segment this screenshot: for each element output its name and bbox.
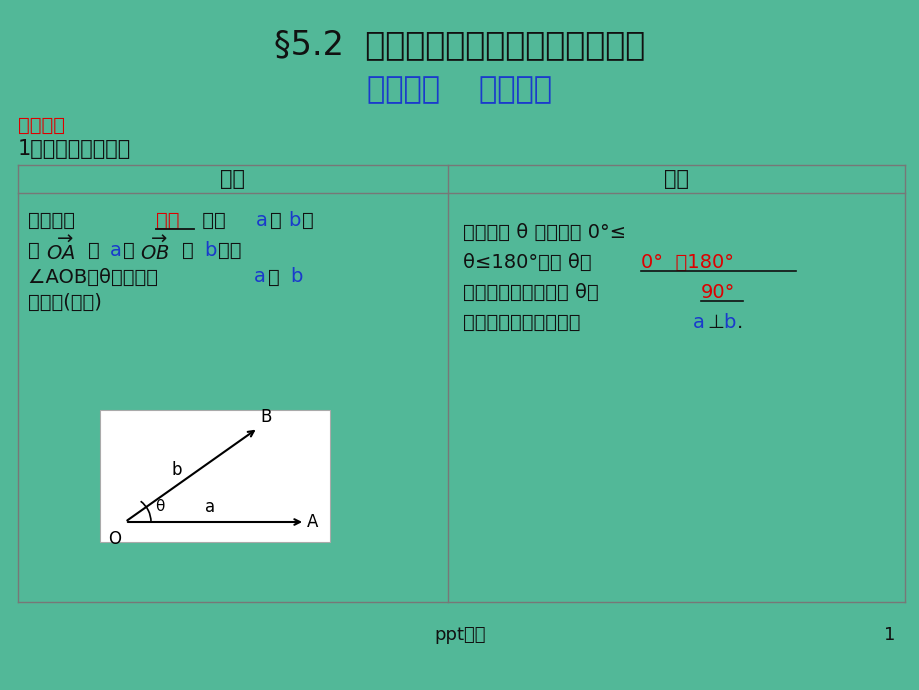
Text: θ≤180°，当 θ＝: θ≤180°，当 θ＝ xyxy=(462,253,591,271)
Text: a: a xyxy=(692,313,704,331)
Text: 时，两向量共线，当 θ＝: 时，两向量共线，当 θ＝ xyxy=(462,282,598,302)
Text: a: a xyxy=(254,268,266,286)
Text: ＝: ＝ xyxy=(182,241,194,259)
Text: 90°: 90° xyxy=(700,282,734,302)
Text: 1: 1 xyxy=(883,626,895,644)
Text: ，: ， xyxy=(301,210,313,230)
Text: B: B xyxy=(260,408,271,426)
Text: ⊥: ⊥ xyxy=(706,313,723,331)
Text: 时，两向量垂直，记作: 时，两向量垂直，记作 xyxy=(462,313,586,331)
Text: 的夹角(如图): 的夹角(如图) xyxy=(28,293,102,311)
Text: A: A xyxy=(307,513,318,531)
Text: ＝: ＝ xyxy=(88,241,99,259)
Text: b: b xyxy=(288,210,300,230)
Text: b: b xyxy=(722,313,734,331)
Text: $\overrightarrow{OB}$: $\overrightarrow{OB}$ xyxy=(140,236,169,264)
Text: ，: ， xyxy=(123,241,134,259)
Text: .: . xyxy=(736,313,743,331)
Text: ，则: ，则 xyxy=(218,241,241,259)
Text: b: b xyxy=(171,461,182,479)
Text: a: a xyxy=(205,498,215,516)
Text: 向量: 向量 xyxy=(196,210,232,230)
Text: 0°  或180°: 0° 或180° xyxy=(641,253,733,271)
Text: §5.2  平面向量的基本定理及坐标表示: §5.2 平面向量的基本定理及坐标表示 xyxy=(274,28,645,61)
Text: ，: ， xyxy=(269,210,281,230)
Text: ∠AOB＝θ叫做向量: ∠AOB＝θ叫做向量 xyxy=(28,268,165,286)
Text: 作: 作 xyxy=(28,241,40,259)
Text: 向量夹角 θ 的范围是 0°≤: 向量夹角 θ 的范围是 0°≤ xyxy=(462,222,626,242)
Text: b: b xyxy=(204,241,216,259)
Text: 定义: 定义 xyxy=(221,169,245,189)
Text: b: b xyxy=(289,268,302,286)
Text: 要点桷理: 要点桷理 xyxy=(18,115,65,135)
Text: 范围: 范围 xyxy=(664,169,688,189)
Bar xyxy=(100,410,330,542)
Text: θ: θ xyxy=(154,499,165,514)
Text: 基础知识    自主学习: 基础知识 自主学习 xyxy=(367,75,552,104)
Text: a: a xyxy=(255,210,267,230)
Text: 非零: 非零 xyxy=(156,210,179,230)
Text: 与: 与 xyxy=(267,268,279,286)
Text: ppt精选: ppt精选 xyxy=(434,626,485,644)
Text: $\overrightarrow{OA}$: $\overrightarrow{OA}$ xyxy=(46,236,75,264)
Text: O: O xyxy=(108,530,121,548)
Text: 已知两个: 已知两个 xyxy=(28,210,81,230)
Text: 1．两个向量的夹角: 1．两个向量的夹角 xyxy=(18,139,131,159)
Text: a: a xyxy=(110,241,121,259)
